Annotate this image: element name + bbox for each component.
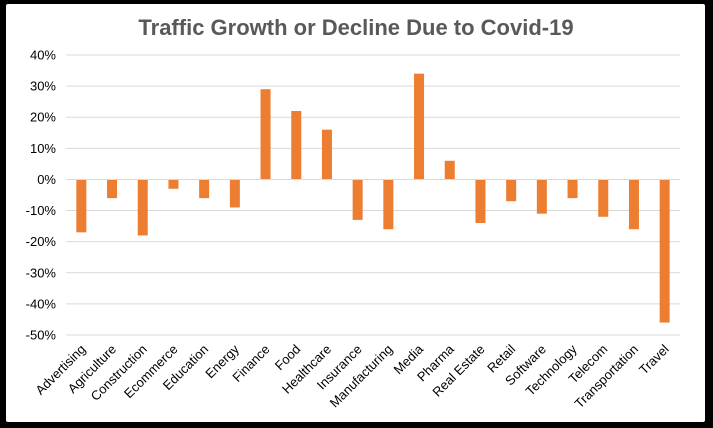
bar-education (199, 179, 210, 199)
y-tick-label: 30% (30, 79, 56, 94)
y-tick-label: 20% (30, 110, 56, 125)
y-tick-label: -10% (26, 203, 57, 218)
bar-energy (229, 179, 240, 208)
bar-agriculture (107, 179, 118, 199)
bar-technology (567, 179, 578, 199)
bar-insurance (352, 179, 363, 220)
chart-title: Traffic Growth or Decline Due to Covid-1… (138, 15, 573, 40)
x-axis-labels: AdvertisingAgricultureConstructionEcomme… (32, 341, 671, 411)
x-category-label: Travel (636, 341, 672, 377)
y-tick-label: -30% (26, 265, 57, 280)
y-tick-label: -50% (26, 328, 57, 343)
y-tick-label: 40% (30, 48, 56, 63)
y-tick-label: 0% (37, 172, 56, 187)
bar-telecom (598, 179, 609, 217)
bar-healthcare (321, 129, 332, 180)
bar-advertising (76, 179, 87, 233)
bar-retail (506, 179, 517, 202)
gridlines (66, 54, 680, 336)
bar-finance (260, 89, 271, 180)
y-tick-label: 10% (30, 141, 56, 156)
bar-real-estate (475, 179, 486, 223)
bar-transportation (628, 179, 639, 230)
bar-ecommerce (168, 179, 179, 189)
y-tick-label: -20% (26, 234, 57, 249)
bar-software (536, 179, 547, 214)
bar-manufacturing (383, 179, 394, 230)
bar-pharma (444, 160, 455, 180)
bars (76, 73, 670, 323)
y-axis-ticks: 40% 30% 20% 10% 0% -10% -20% -30% -40% -50% (26, 48, 57, 343)
bar-travel (659, 179, 670, 323)
bar-construction (137, 179, 148, 236)
bar-media (414, 73, 425, 180)
y-tick-label: -40% (26, 296, 57, 311)
bar-food (291, 111, 302, 180)
